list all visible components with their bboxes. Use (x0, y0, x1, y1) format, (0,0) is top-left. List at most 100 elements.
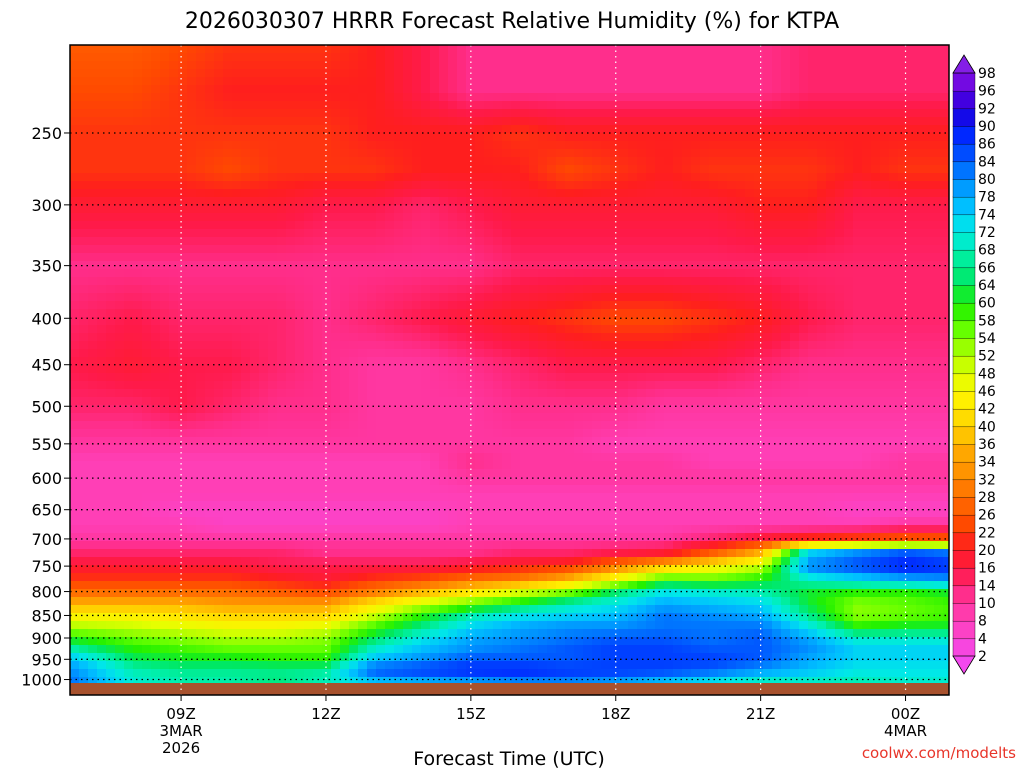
rh-cell (214, 93, 224, 102)
rh-cell (232, 93, 242, 102)
rh-cell (160, 269, 170, 278)
rh-cell (826, 405, 836, 414)
rh-cell (412, 93, 422, 102)
rh-cell (655, 213, 665, 222)
rh-cell (493, 165, 503, 174)
rh-cell (178, 293, 188, 302)
rh-cell (799, 405, 809, 414)
rh-cell (457, 77, 467, 86)
rh-cell (871, 221, 881, 230)
rh-cell (520, 261, 530, 270)
rh-cell (565, 213, 575, 222)
rh-cell (781, 165, 791, 174)
rh-cell (160, 149, 170, 158)
rh-cell (241, 421, 251, 430)
rh-cell (538, 349, 548, 358)
rh-cell (376, 45, 386, 54)
rh-cell (718, 77, 728, 86)
rh-cell (610, 69, 620, 78)
rh-cell (232, 61, 242, 70)
rh-cell (889, 61, 899, 70)
rh-cell (619, 61, 629, 70)
rh-cell (880, 53, 890, 62)
rh-cell (340, 229, 350, 238)
rh-cell (70, 117, 80, 126)
rh-cell (853, 125, 863, 134)
rh-cell (664, 213, 674, 222)
rh-cell (673, 277, 683, 286)
rh-cell (151, 181, 161, 190)
rh-cell (232, 269, 242, 278)
rh-cell (916, 157, 926, 166)
rh-cell (511, 325, 521, 334)
rh-cell (610, 189, 620, 198)
rh-cell (628, 261, 638, 270)
rh-cell (637, 181, 647, 190)
rh-cell (178, 357, 188, 366)
rh-cell (241, 189, 251, 198)
rh-cell (205, 317, 215, 326)
rh-cell (664, 445, 674, 454)
rh-cell (106, 141, 116, 150)
rh-cell (70, 205, 80, 214)
rh-cell (916, 141, 926, 150)
rh-cell (547, 293, 557, 302)
rh-cell (88, 381, 98, 390)
rh-cell (142, 389, 152, 398)
rh-cell (259, 341, 269, 350)
rh-cell (331, 149, 341, 158)
rh-cell (844, 157, 854, 166)
rh-cell (187, 413, 197, 422)
rh-cell (403, 69, 413, 78)
rh-cell (673, 429, 683, 438)
rh-cell (304, 165, 314, 174)
rh-cell (691, 413, 701, 422)
rh-cell (250, 181, 260, 190)
rh-cell (655, 389, 665, 398)
rh-cell (466, 165, 476, 174)
rh-cell (313, 45, 323, 54)
rh-cell (367, 77, 377, 86)
rh-cell (412, 373, 422, 382)
rh-cell (376, 221, 386, 230)
rh-cell (142, 277, 152, 286)
rh-cell (466, 413, 476, 422)
rh-cell (187, 325, 197, 334)
rh-cell (511, 341, 521, 350)
rh-cell (340, 365, 350, 374)
rh-cell (205, 309, 215, 318)
rh-cell (358, 325, 368, 334)
rh-cell (205, 125, 215, 134)
rh-cell (844, 429, 854, 438)
rh-cell (817, 269, 827, 278)
rh-cell (277, 301, 287, 310)
rh-cell (781, 45, 791, 54)
rh-cell (664, 421, 674, 430)
rh-cell (124, 397, 134, 406)
rh-cell (799, 341, 809, 350)
rh-cell (619, 205, 629, 214)
rh-cell (862, 205, 872, 214)
rh-cell (628, 133, 638, 142)
rh-cell (70, 301, 80, 310)
rh-cell (430, 389, 440, 398)
rh-cell (313, 405, 323, 414)
rh-cell (466, 45, 476, 54)
rh-cell (133, 381, 143, 390)
rh-cell (178, 173, 188, 182)
rh-cell (637, 349, 647, 358)
rh-cell (646, 141, 656, 150)
rh-cell (439, 141, 449, 150)
rh-cell (313, 165, 323, 174)
rh-cell (889, 93, 899, 102)
rh-cell (628, 53, 638, 62)
rh-cell (430, 85, 440, 94)
rh-cell (394, 413, 404, 422)
rh-cell (637, 101, 647, 110)
rh-cell (313, 53, 323, 62)
rh-cell (529, 285, 539, 294)
rh-cell (628, 253, 638, 262)
rh-cell (628, 101, 638, 110)
rh-cell (556, 317, 566, 326)
rh-cell (745, 109, 755, 118)
